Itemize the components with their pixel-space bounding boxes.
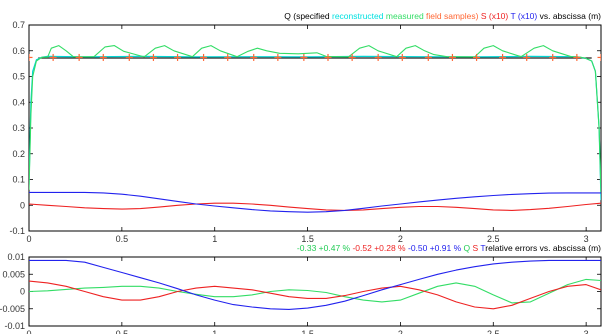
title-segment: S (x10): [478, 11, 508, 21]
x-tick-label: 2: [398, 329, 403, 334]
chart-panel-2: -0.01 -0.005 0 0.005 0.01 0 0.5 1 1.5 2 2.5 3 -0.33 …: [0, 243, 602, 334]
title-segment: -0.33 +0.47 %: [297, 243, 351, 253]
series-line-t: [29, 259, 601, 310]
x-tick-label: 2.5: [487, 234, 500, 244]
y-tick-label: -0.1: [9, 226, 25, 236]
field-sample-marker: [573, 53, 581, 61]
y-tick-label: 0: [20, 287, 25, 297]
series-line-s-x10-: [29, 202, 601, 211]
field-sample-marker: [224, 53, 232, 61]
y-tick-label: 0: [20, 200, 25, 210]
field-sample-marker: [398, 53, 406, 61]
x-tick-label: 1.5: [301, 234, 314, 244]
chart-title: -0.33 +0.47 % -0.52 +0.28 % -0.50 +0.91 …: [297, 243, 601, 253]
title-segment: S: [473, 243, 481, 253]
x-tick-label: 0: [26, 329, 31, 334]
title-segment: Q (specified: [284, 11, 332, 21]
field-sample-marker: [149, 53, 157, 61]
field-sample-marker: [324, 53, 332, 61]
x-tick-label: 3: [584, 234, 589, 244]
y-tick-label: 0.01: [7, 252, 25, 262]
x-tick-label: 0.5: [116, 329, 129, 334]
series-line-q: [29, 278, 601, 304]
y-tick-label: -0.005: [0, 304, 25, 314]
plot-frame: [28, 24, 602, 232]
field-sample-marker: [99, 53, 107, 61]
field-sample-marker: [174, 53, 182, 61]
field-sample-marker: [374, 53, 382, 61]
title-segment: reconstructed: [332, 11, 386, 21]
series-line-measured: [29, 45, 601, 193]
field-sample-marker: [473, 53, 481, 61]
x-tick-label: 1: [212, 234, 217, 244]
x-tick-label: 0: [26, 234, 31, 244]
title-segment: measured: [386, 11, 426, 21]
y-tick-label: 0.1: [12, 175, 25, 185]
series-line-s: [29, 280, 601, 310]
title-segment: relative errors vs. abscissa (m): [485, 243, 601, 253]
y-tick-label: 0.005: [2, 269, 25, 279]
x-tick-label: 1: [212, 329, 217, 334]
title-segment: vs. abscissa (m): [537, 11, 601, 21]
title-segment: -0.52 +0.28 %: [350, 243, 406, 253]
x-tick-label: 3: [584, 329, 589, 334]
y-tick-label: 0.2: [12, 149, 25, 159]
field-sample-marker: [424, 53, 432, 61]
field-sample-marker: [597, 53, 601, 61]
field-sample-marker: [300, 53, 308, 61]
title-segment: T (x10): [508, 11, 537, 21]
x-tick-label: 2: [398, 234, 403, 244]
chart-panel-1: -0.100.10.20.30.40.50.60.70 0.5 1 1.5 2 2.5 3Q…: [9, 11, 602, 244]
x-tick-label: 1.5: [301, 329, 314, 334]
y-tick-label: 0.5: [12, 72, 25, 82]
field-sample-marker: [274, 53, 282, 61]
y-tick-label: 0.4: [12, 97, 25, 107]
field-sample-marker: [348, 53, 356, 61]
field-sample-marker: [75, 53, 83, 61]
y-tick-label: -0.01: [4, 321, 25, 331]
series-group: [29, 259, 601, 310]
title-segment: field samples): [426, 11, 479, 21]
y-tick-label: 0.7: [12, 20, 25, 30]
field-sample-marker: [125, 53, 133, 61]
y-tick-label: 0.3: [12, 123, 25, 133]
x-tick-label: 0.5: [116, 234, 129, 244]
chart-title: Q (specified reconstructed measured fiel…: [284, 11, 601, 21]
field-sample-marker: [523, 53, 531, 61]
field-sample-marker: [448, 53, 456, 61]
title-segment: T: [480, 243, 485, 253]
field-sample-marker: [200, 53, 208, 61]
field-sample-marker: [49, 53, 57, 61]
field-sample-marker: [499, 53, 507, 61]
series-line-t-x10-: [29, 191, 601, 213]
y-tick-label: 0.6: [12, 46, 25, 56]
series-group: [29, 45, 601, 213]
field-sample-marker: [29, 53, 33, 61]
field-sample-marker: [549, 53, 557, 61]
x-tick-label: 2.5: [487, 329, 500, 334]
title-segment: Q: [461, 243, 472, 253]
title-segment: -0.50 +0.91 %: [406, 243, 462, 253]
field-sample-marker: [250, 53, 258, 61]
